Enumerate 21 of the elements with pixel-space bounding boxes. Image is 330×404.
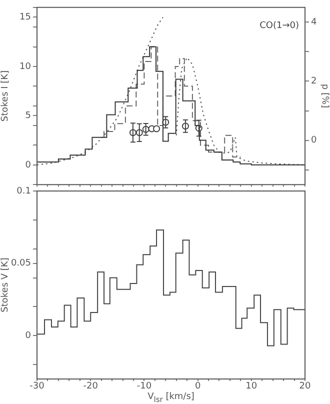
y2-tick-label: 4 [311,18,317,28]
x-tick-label: -10 [136,382,152,392]
x-axis-title: V$_{lsr}$ [km/s] [146,392,196,404]
y-tick-label: 0 [25,330,32,341]
y-tick-label: 15 [20,12,31,23]
y-axis-title: Stokes I [K] [0,70,11,122]
x-tick-label: 10 [246,382,258,392]
y-tick-label: 0.05 [10,258,31,269]
y-axis-title: Stokes V [K] [0,258,11,312]
y-tick-label: 0.1 [16,186,31,196]
annotation: CO(1→0) [260,21,299,32]
x-tick-label: 0 [194,382,201,392]
y-tick-label: 10 [20,62,32,72]
y2-tick-label: 2 [311,76,317,87]
y2-axis-title: p [%] [319,84,330,108]
y-tick-label: 5 [25,111,31,122]
y2-tick-label: 0 [311,136,317,146]
x-tick-label: -20 [83,382,98,392]
y-tick-label: 0 [25,160,32,170]
x-tick-label: 20 [299,382,311,392]
x-tick-label: -30 [30,382,45,392]
